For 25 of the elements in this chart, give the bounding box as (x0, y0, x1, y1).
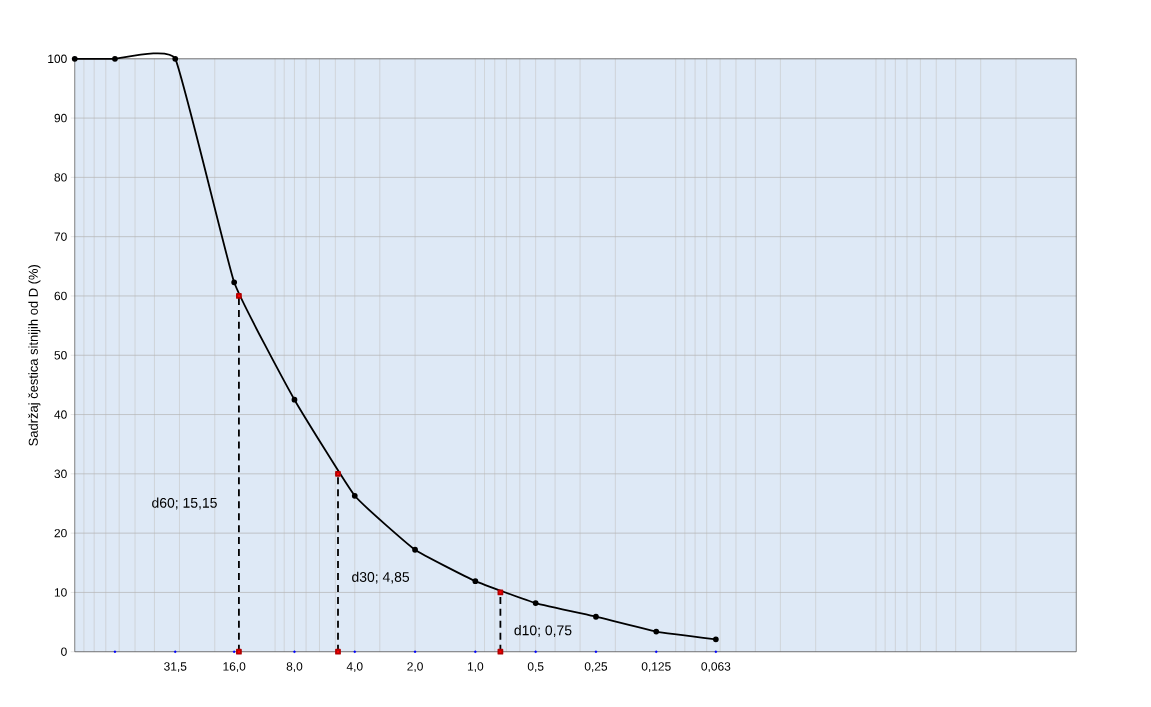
y-tick-label: 70 (54, 232, 67, 242)
x-tick-label: 1,0 (467, 662, 484, 673)
annotation: d30; 4,85 (352, 571, 410, 584)
x-tick-label: 8,0 (286, 662, 303, 673)
y-tick-label: 90 (54, 114, 67, 123)
x-tick-label: 0,125 (641, 662, 671, 673)
x-tick-label: 4,0 (346, 662, 363, 673)
y-tick-label: 30 (54, 469, 67, 479)
x-tick-label: 2,0 (407, 662, 423, 673)
y-tick-label: 20 (54, 529, 67, 538)
x-tick-label: 0,5 (527, 662, 544, 673)
x-tick-label: 0,25 (584, 662, 608, 673)
x-tick-label: 31,5 (164, 662, 187, 673)
annotation: d60; 15,15 (152, 497, 217, 510)
y-tick-label: 100 (48, 54, 67, 64)
y-tick-label: 0 (61, 647, 67, 657)
y-tick-label: 60 (54, 291, 67, 301)
y-tick-label: 80 (54, 173, 67, 182)
annotation: d10; 0,75 (514, 625, 572, 638)
y-axis-title: Sadržaj čestica sitnijih od D (%) (28, 265, 41, 446)
x-tick-label: 0,063 (701, 662, 731, 673)
x-tick-label: 16,0 (223, 662, 246, 673)
y-tick-label: 10 (54, 588, 67, 597)
y-tick-label: 50 (54, 351, 67, 360)
y-tick-label: 40 (54, 410, 67, 420)
